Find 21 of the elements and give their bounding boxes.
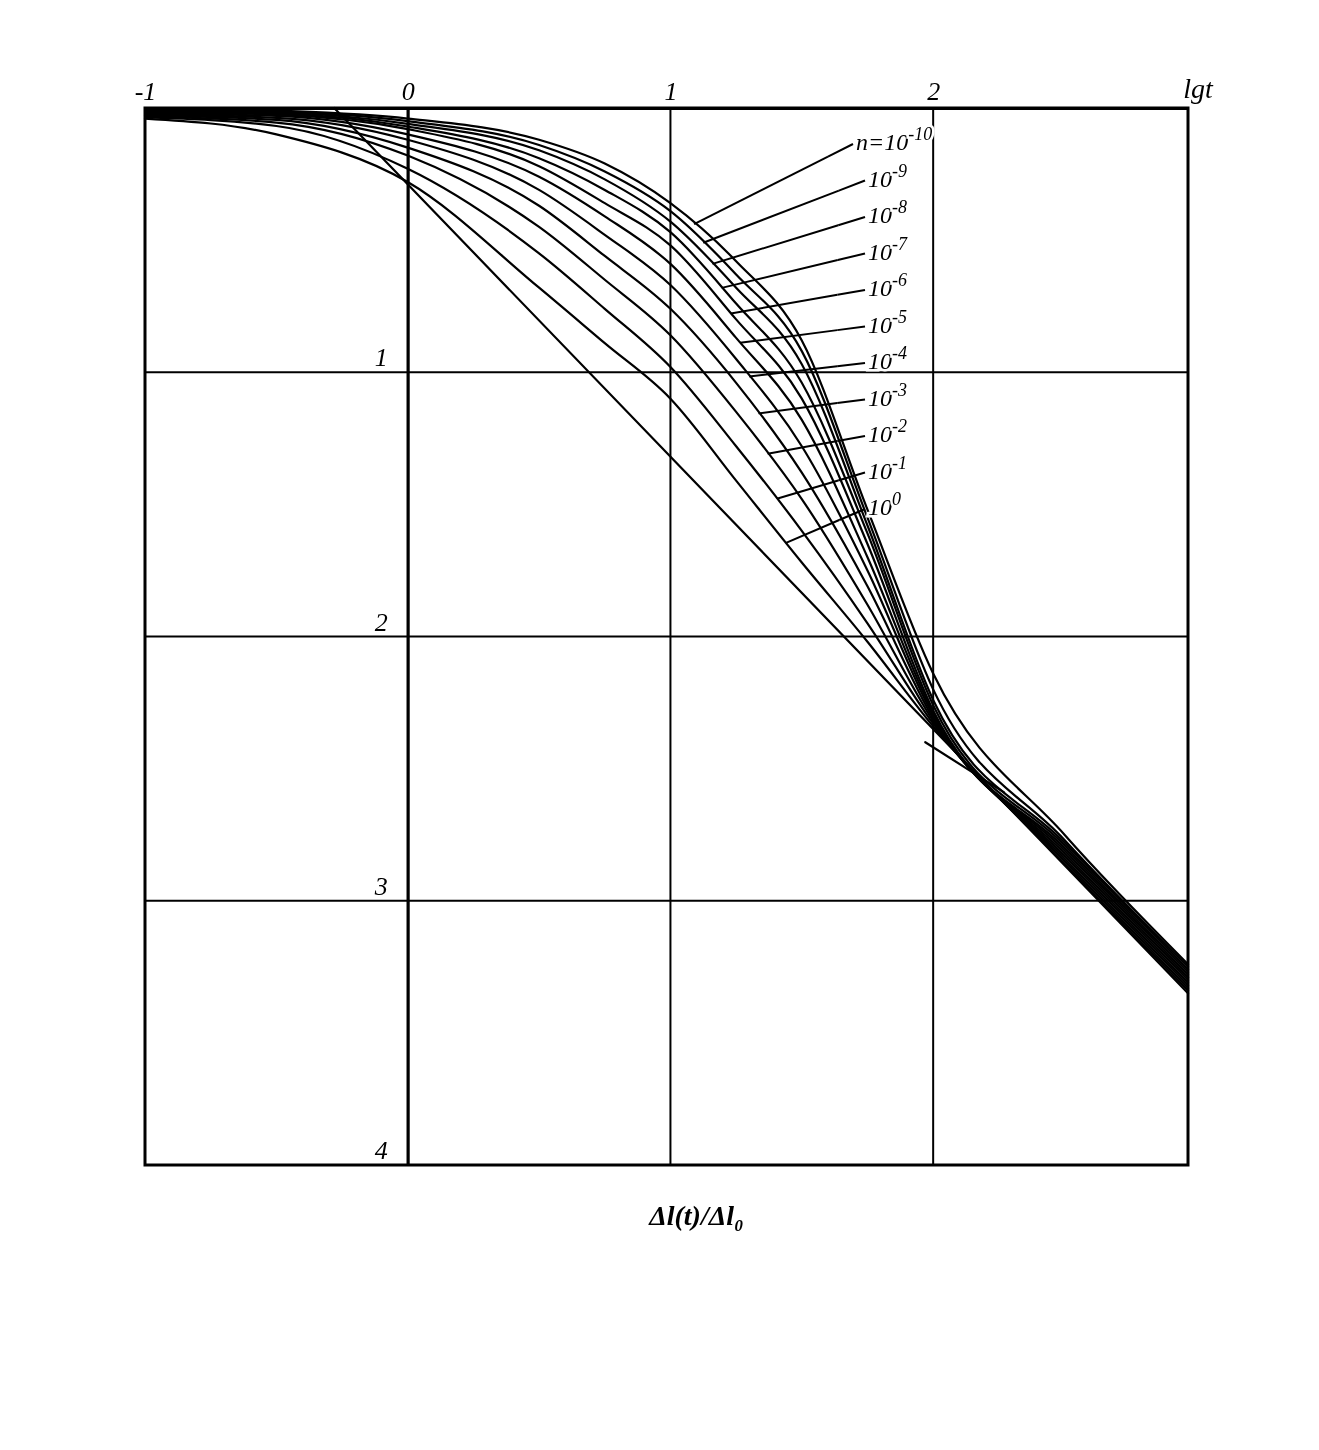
legend-label: 10$^{0}$ xyxy=(868,489,901,520)
legend-label: 10$^{-7}$ xyxy=(868,233,908,265)
x-tick-label: -1 xyxy=(134,77,157,106)
text: Δl(t)/Δl₀ xyxy=(648,1200,744,1231)
x-tick-label: 1 xyxy=(664,77,678,106)
y-tick-label: 2 xyxy=(374,607,388,637)
y-tick-label: 4 xyxy=(374,1136,388,1165)
legend-label: 10$^{-4}$ xyxy=(868,343,907,374)
x-tick-label: 0 xyxy=(401,77,415,106)
x-tick-label: 2 xyxy=(927,77,941,106)
y-tick-label: 1 xyxy=(374,343,388,373)
legend-label: 10$^{-9}$ xyxy=(868,160,907,192)
legend-label: 10$^{-6}$ xyxy=(868,270,907,301)
legend-label: 10$^{-3}$ xyxy=(868,379,907,411)
x-axis-title: lgt xyxy=(1183,73,1214,104)
legend-label: 10$^{-2}$ xyxy=(868,416,907,447)
legend-label: 10$^{-8}$ xyxy=(868,197,907,228)
legend-label: 10$^{-1}$ xyxy=(868,452,907,484)
y-tick-label: 3 xyxy=(373,871,388,901)
legend-label: n=10$^{-10}$ xyxy=(856,124,933,155)
legend-label: 10$^{-5}$ xyxy=(868,306,907,338)
